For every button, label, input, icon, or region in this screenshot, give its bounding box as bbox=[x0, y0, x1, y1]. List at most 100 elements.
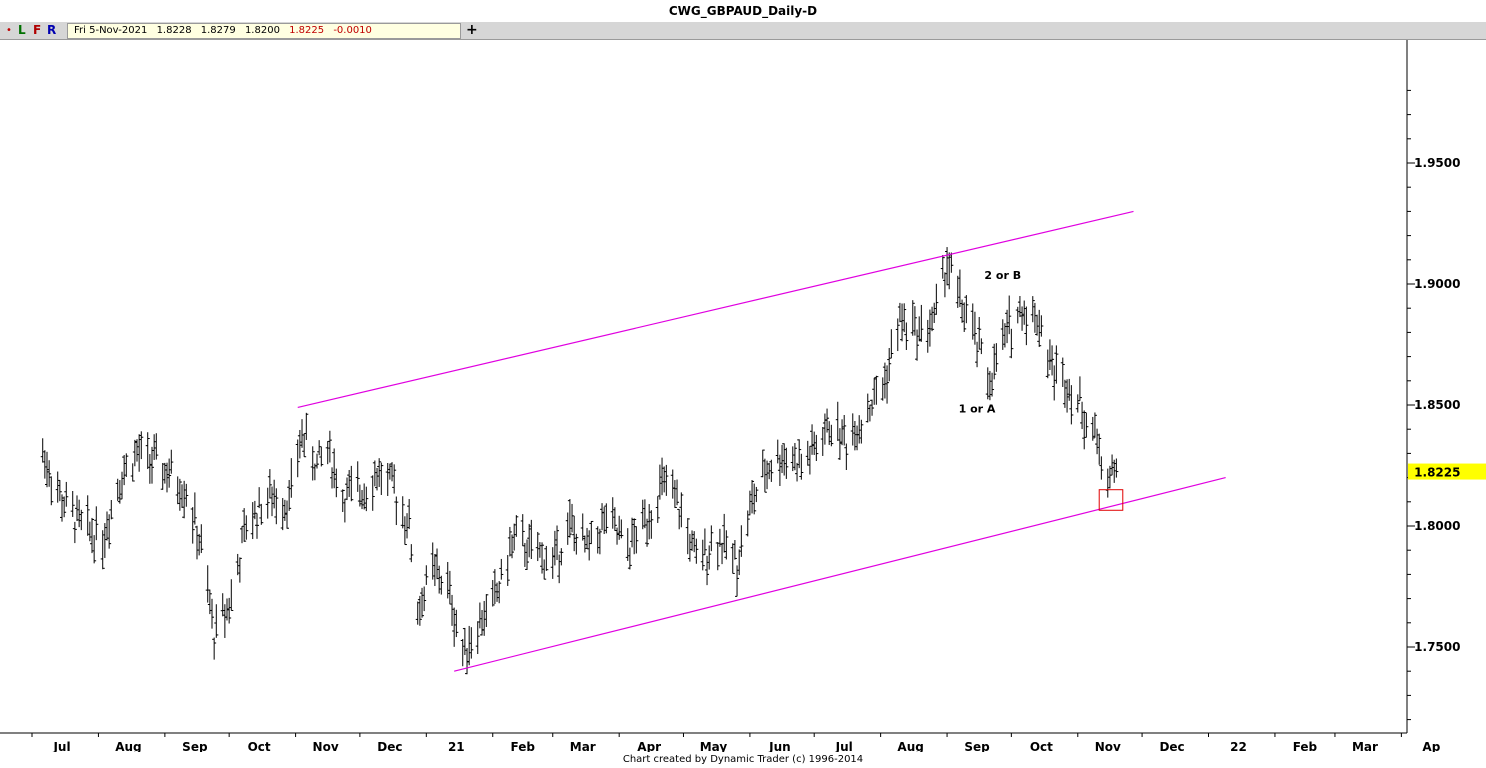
ohlc-bar bbox=[124, 453, 129, 477]
ohlc-bar bbox=[887, 347, 892, 382]
ohlc-bar bbox=[1032, 302, 1037, 333]
ohlc-bar bbox=[580, 513, 585, 541]
ohlc-bar bbox=[949, 252, 954, 273]
y-tick-label: 1.7500 bbox=[1410, 640, 1460, 654]
ohlc-bar bbox=[715, 542, 720, 571]
target-box[interactable] bbox=[1098, 489, 1124, 511]
y-tick-label: 1.9000 bbox=[1410, 277, 1460, 291]
ohlc-bar bbox=[829, 424, 834, 447]
ohlc-bar bbox=[259, 503, 264, 525]
ohlc-bar bbox=[1052, 365, 1057, 401]
mode-l-button[interactable]: L bbox=[18, 23, 26, 37]
ohlc-bar bbox=[40, 438, 45, 463]
ohlc-bar bbox=[484, 594, 489, 627]
channel-lines bbox=[297, 210, 1226, 672]
ohlc-bar bbox=[1022, 300, 1027, 325]
x-tick-label: Jul bbox=[52, 740, 70, 752]
ohlc-bar bbox=[480, 609, 485, 636]
upper-channel-line[interactable] bbox=[297, 210, 1134, 409]
ohlc-bar bbox=[902, 303, 907, 333]
ohlc-bar bbox=[325, 441, 330, 465]
ohlc-bar bbox=[664, 464, 669, 496]
ohlc-bar bbox=[302, 433, 307, 458]
ohlc-bar bbox=[707, 545, 712, 570]
wave-label: 2 or B bbox=[984, 269, 1021, 282]
lower-channel-line[interactable] bbox=[454, 477, 1226, 672]
ohlc-bar bbox=[514, 515, 519, 537]
mode-r-button[interactable]: R bbox=[47, 23, 57, 37]
ohlc-bar bbox=[722, 513, 727, 553]
ohlc-bar bbox=[790, 446, 795, 472]
ohlc-bar bbox=[647, 504, 652, 540]
ohlc-bar bbox=[910, 300, 915, 336]
ohlc-bar bbox=[117, 480, 122, 504]
annotations: 1 or A 2 or B bbox=[959, 269, 1021, 415]
ohlc-bar bbox=[195, 525, 200, 560]
add-plus-icon[interactable]: + bbox=[466, 22, 478, 38]
ohlc-bar bbox=[420, 587, 425, 618]
x-tick-label: Nov bbox=[1095, 740, 1121, 752]
ohlc-bar bbox=[475, 621, 480, 655]
bar-change: -0.0010 bbox=[333, 25, 372, 36]
price-chart[interactable]: 1.9500 1.9000 1.8500 1.8000 1.7500 1.822… bbox=[0, 40, 1486, 752]
ohlc-bar bbox=[859, 419, 864, 444]
ohlc-bar bbox=[837, 428, 842, 460]
ohlc-bar bbox=[319, 446, 324, 467]
ohlc-bar bbox=[1020, 306, 1025, 331]
ohlc-bar bbox=[930, 306, 935, 332]
ohlc-bar bbox=[595, 526, 600, 554]
ohlc-bar bbox=[122, 454, 127, 486]
ohlc-bar bbox=[840, 419, 845, 446]
ohlc-bar bbox=[79, 509, 84, 531]
ohlc-bar bbox=[870, 399, 875, 416]
ohlc-bar bbox=[705, 555, 710, 586]
ohlc-bar bbox=[657, 464, 662, 500]
ohlc-bar bbox=[300, 419, 305, 448]
price-bars bbox=[40, 247, 1119, 675]
ohlc-bar bbox=[1110, 454, 1115, 476]
ohlc-bar bbox=[1039, 315, 1044, 337]
ohlc-bar bbox=[510, 534, 515, 559]
ohlc-bar bbox=[587, 530, 592, 561]
ohlc-bar bbox=[792, 442, 797, 471]
chart-credit: Chart created by Dynamic Trader (c) 1996… bbox=[622, 754, 864, 765]
ohlc-bar bbox=[415, 601, 420, 625]
ohlc-bar bbox=[567, 499, 572, 538]
ohlc-bar bbox=[90, 517, 95, 554]
ohlc-bar bbox=[132, 439, 137, 467]
ohlc-bar bbox=[385, 463, 390, 496]
ohlc-bar bbox=[1030, 296, 1035, 323]
ohlc-bar bbox=[72, 521, 77, 544]
ohlc-bar bbox=[505, 554, 510, 586]
ohlc-bar bbox=[797, 439, 802, 469]
ohlc-bar bbox=[297, 429, 302, 459]
ohlc-bar bbox=[210, 598, 215, 629]
ohlc-bar bbox=[345, 477, 350, 501]
ohlc-bar bbox=[992, 343, 997, 380]
ohlc-bar bbox=[645, 518, 650, 547]
ohlc-bar bbox=[962, 302, 967, 332]
ohlc-bar bbox=[857, 415, 862, 444]
ohlc-bar bbox=[332, 448, 337, 489]
ohlc-bar bbox=[499, 558, 504, 580]
ohlc-bar bbox=[672, 480, 677, 508]
ohlc-bar bbox=[432, 553, 437, 587]
ohlc-bar bbox=[925, 319, 930, 353]
ohlc-bar bbox=[315, 453, 320, 469]
ohlc-bar bbox=[1069, 385, 1074, 425]
ohlc-bar bbox=[702, 528, 707, 556]
x-tick-label: Aug bbox=[897, 740, 923, 752]
ohlc-bar bbox=[1075, 394, 1080, 413]
x-tick-label: Feb bbox=[1293, 740, 1318, 752]
x-tick-label: May bbox=[700, 740, 728, 752]
ohlc-bar bbox=[199, 524, 204, 554]
x-tick-label: Feb bbox=[511, 740, 536, 752]
x-tick-label: Jul bbox=[835, 740, 853, 752]
mode-f-button[interactable]: F bbox=[33, 23, 42, 37]
ohlc-bar bbox=[795, 462, 800, 482]
record-dot-icon[interactable]: • bbox=[6, 25, 12, 36]
ohlc-bar bbox=[747, 490, 752, 516]
ohlc-bar bbox=[355, 461, 360, 492]
ohlc-bar bbox=[1024, 306, 1029, 346]
ohlc-bar bbox=[807, 445, 812, 475]
